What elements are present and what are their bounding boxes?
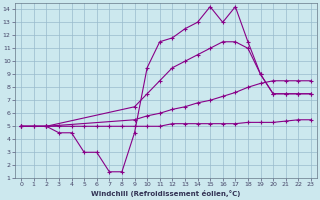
X-axis label: Windchill (Refroidissement éolien,°C): Windchill (Refroidissement éolien,°C) <box>91 190 241 197</box>
